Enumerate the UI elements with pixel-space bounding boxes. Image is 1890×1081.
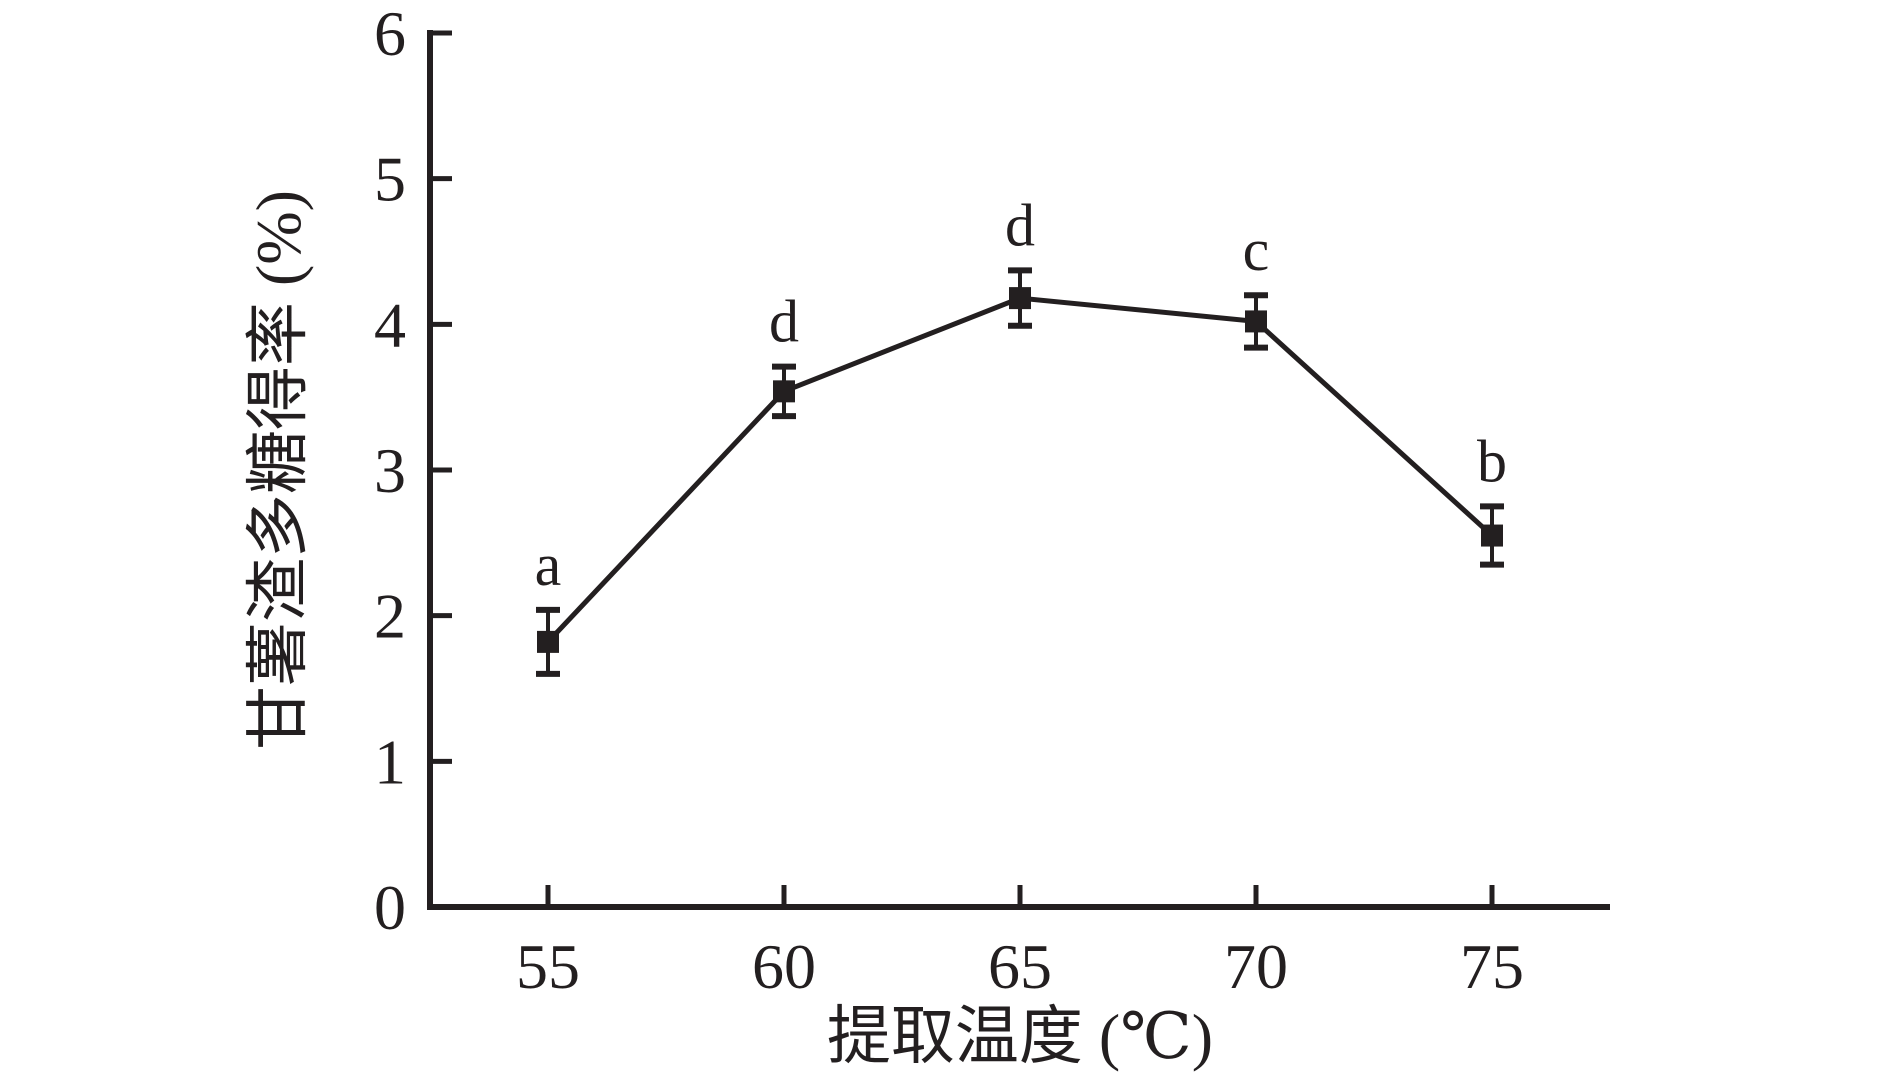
y-tick-label: 4 xyxy=(374,289,406,360)
x-tick-label: 55 xyxy=(516,931,580,1002)
y-axis-title: 甘薯渣多糖得率 (%) xyxy=(243,190,314,750)
x-axis-title: 提取温度 (℃) xyxy=(827,1001,1213,1072)
data-point-marker xyxy=(773,380,795,403)
y-tick-label: 2 xyxy=(374,581,406,652)
significance-letter: a xyxy=(535,532,562,598)
significance-letter: d xyxy=(1005,192,1035,258)
significance-letter: b xyxy=(1477,428,1507,494)
significance-letter: c xyxy=(1243,217,1270,283)
data-point-marker xyxy=(537,630,559,653)
data-point-marker xyxy=(1009,287,1031,310)
x-tick-label: 75 xyxy=(1460,931,1524,1002)
data-point-marker xyxy=(1245,310,1267,333)
y-tick-label: 3 xyxy=(374,435,406,506)
x-tick-label: 70 xyxy=(1224,931,1288,1002)
data-point-marker xyxy=(1481,524,1503,547)
x-tick-label: 65 xyxy=(988,931,1052,1002)
significance-letter: d xyxy=(769,289,799,355)
y-tick-label: 1 xyxy=(374,726,406,797)
x-tick-label: 60 xyxy=(752,931,816,1002)
y-tick-label: 0 xyxy=(374,872,406,943)
y-tick-label: 6 xyxy=(374,0,406,69)
y-tick-label: 5 xyxy=(374,144,406,215)
data-line xyxy=(546,295,1494,644)
